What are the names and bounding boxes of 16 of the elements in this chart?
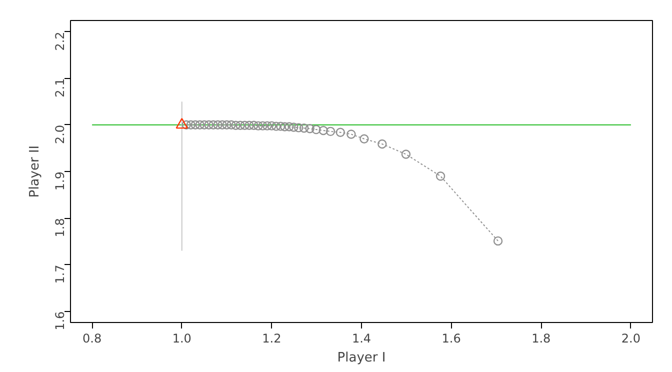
y-tick-label: 1.7 [53, 264, 67, 284]
x-axis-title: Player I [337, 350, 386, 366]
y-tick-label: 2.1 [53, 78, 67, 98]
x-tick-label: 1.4 [352, 332, 372, 346]
x-tick-label: 2.0 [621, 332, 640, 346]
y-axis-title: Player II [28, 145, 42, 198]
x-tick-label: 1.6 [442, 332, 461, 346]
y-tick-label: 1.8 [53, 218, 67, 238]
y-tick-label: 2.2 [53, 32, 67, 51]
y-tick-label: 1.9 [53, 171, 67, 191]
y-tick-label: 2.0 [53, 124, 67, 144]
x-tick-label: 1.2 [262, 332, 282, 346]
x-tick-label: 1.8 [532, 332, 551, 346]
x-tick-label: 0.8 [82, 332, 102, 346]
x-tick-label: 1.0 [172, 332, 192, 346]
y-tick-label: 1.6 [53, 311, 67, 330]
